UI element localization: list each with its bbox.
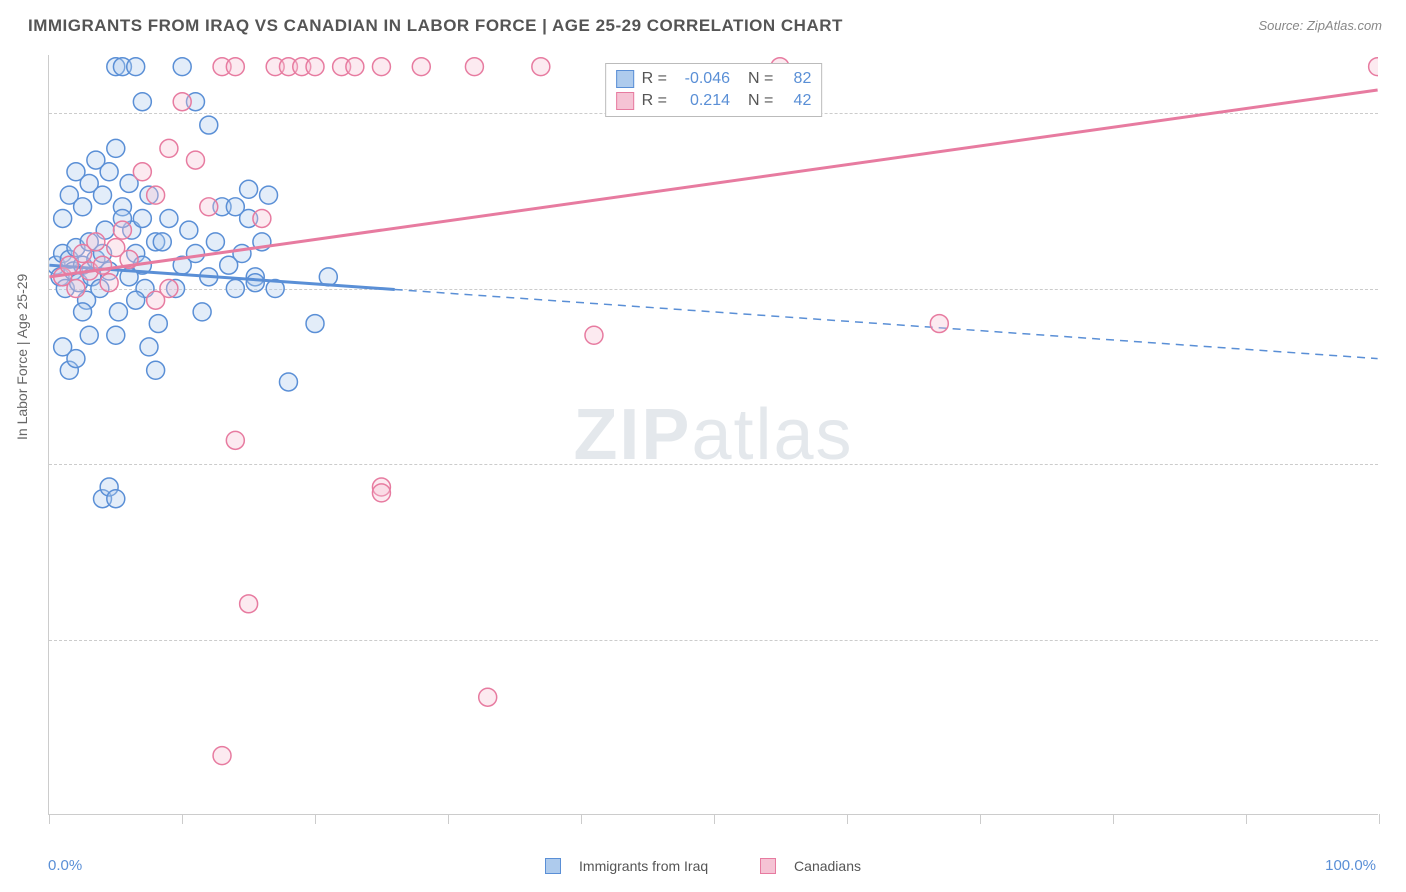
data-point [107, 326, 125, 344]
data-point [160, 280, 178, 298]
data-point [260, 186, 278, 204]
data-point [193, 303, 211, 321]
data-point [206, 233, 224, 251]
data-point [109, 303, 127, 321]
data-point [306, 315, 324, 333]
data-point [200, 116, 218, 134]
data-point [240, 595, 258, 613]
source-attribution: Source: ZipAtlas.com [1258, 18, 1382, 33]
data-point [67, 280, 85, 298]
data-point [147, 186, 165, 204]
data-point [140, 338, 158, 356]
data-point [133, 93, 151, 111]
data-point [253, 209, 271, 227]
data-point [54, 209, 72, 227]
data-point [133, 209, 151, 227]
x-tick [1113, 814, 1114, 824]
data-point [532, 58, 550, 76]
x-tick [980, 814, 981, 824]
data-point [94, 186, 112, 204]
x-tick [1246, 814, 1247, 824]
data-point [479, 688, 497, 706]
data-point [149, 315, 167, 333]
data-point [226, 431, 244, 449]
data-point [279, 373, 297, 391]
x-tick [182, 814, 183, 824]
data-point [100, 163, 118, 181]
data-point [74, 303, 92, 321]
data-point [113, 221, 131, 239]
data-point [372, 58, 390, 76]
stats-row-canadians: R = 0.214 N = 42 [616, 90, 812, 112]
data-point [160, 139, 178, 157]
data-point [226, 280, 244, 298]
data-point [180, 221, 198, 239]
x-tick [714, 814, 715, 824]
stats-swatch-canadians [616, 92, 634, 110]
plot-area: R = -0.046 N = 82 R = 0.214 N = 42 ZIPat… [48, 55, 1378, 815]
data-point [200, 198, 218, 216]
data-point [107, 139, 125, 157]
data-point [80, 326, 98, 344]
data-point [147, 361, 165, 379]
legend-item-canadians: Canadians [748, 858, 873, 874]
y-axis-label: In Labor Force | Age 25-29 [14, 274, 30, 440]
data-point [74, 198, 92, 216]
x-tick [49, 814, 50, 824]
stats-n-value-iraq: 82 [781, 70, 811, 88]
data-point [127, 291, 145, 309]
data-point [930, 315, 948, 333]
stats-n-label: N = [748, 70, 773, 88]
data-point [100, 274, 118, 292]
scatter-chart-svg [49, 55, 1378, 814]
chart-title: IMMIGRANTS FROM IRAQ VS CANADIAN IN LABO… [28, 16, 843, 36]
data-point [233, 245, 251, 263]
data-point [107, 490, 125, 508]
data-point [306, 58, 324, 76]
data-point [372, 484, 390, 502]
x-tick [315, 814, 316, 824]
data-point [412, 58, 430, 76]
data-point [213, 747, 231, 765]
data-point [226, 198, 244, 216]
data-point [240, 180, 258, 198]
data-point [585, 326, 603, 344]
legend-bottom: Immigrants from Iraq Canadians [0, 858, 1406, 874]
data-point [173, 93, 191, 111]
data-point [127, 58, 145, 76]
data-point [186, 245, 204, 263]
data-point [67, 350, 85, 368]
stats-r-value-iraq: -0.046 [675, 70, 730, 88]
x-tick [1379, 814, 1380, 824]
data-point [87, 233, 105, 251]
legend-swatch-canadians [760, 858, 776, 874]
stats-row-iraq: R = -0.046 N = 82 [616, 68, 812, 90]
data-point [226, 58, 244, 76]
stats-r-label: R = [642, 70, 667, 88]
data-point [133, 163, 151, 181]
legend-swatch-iraq [545, 858, 561, 874]
trend-line-dashed [395, 289, 1378, 358]
stats-r-value-canadians: 0.214 [675, 92, 730, 110]
data-point [246, 274, 264, 292]
x-tick [581, 814, 582, 824]
legend-item-iraq: Immigrants from Iraq [533, 858, 724, 874]
x-tick [448, 814, 449, 824]
stats-n-label: N = [748, 92, 773, 110]
data-point [173, 58, 191, 76]
correlation-stats-box: R = -0.046 N = 82 R = 0.214 N = 42 [605, 63, 823, 117]
stats-r-label: R = [642, 92, 667, 110]
x-tick [847, 814, 848, 824]
stats-swatch-iraq [616, 70, 634, 88]
stats-n-value-canadians: 42 [781, 92, 811, 110]
data-point [465, 58, 483, 76]
data-point [1369, 58, 1378, 76]
data-point [186, 151, 204, 169]
data-point [346, 58, 364, 76]
data-point [153, 233, 171, 251]
data-point [160, 209, 178, 227]
